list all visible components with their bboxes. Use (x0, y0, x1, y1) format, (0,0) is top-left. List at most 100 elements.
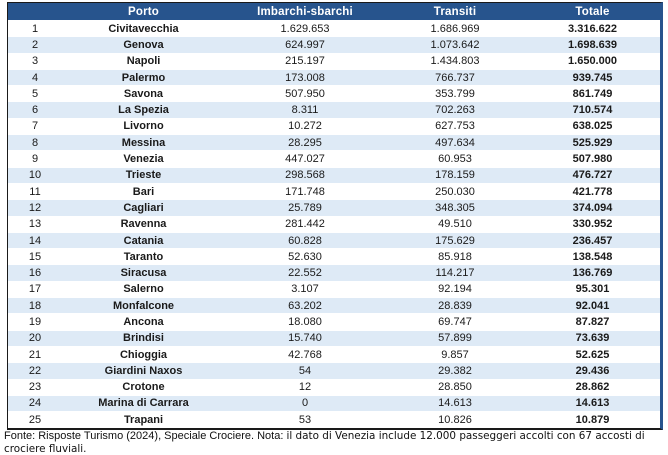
port-name-cell: Trapani (62, 411, 225, 429)
totale-cell: 330.952 (525, 216, 660, 233)
imbarchi-cell: 3.107 (225, 281, 385, 299)
totale-cell: 29.436 (525, 362, 660, 380)
imbarchi-cell: 1.629.653 (225, 20, 385, 38)
rank-cell: 9 (8, 150, 62, 168)
table-header-row: Porto Imbarchi-sbarchi Transiti Totale (8, 3, 660, 21)
table-row: 22 Giardini Naxos 54 29.382 29.436 (8, 362, 660, 380)
port-name-cell: Brindisi (62, 330, 225, 347)
totale-cell: 92.041 (525, 297, 660, 315)
imbarchi-cell: 298.568 (225, 167, 385, 184)
port-name-cell: Cagliari (62, 199, 225, 217)
rank-cell: 14 (8, 232, 62, 250)
transiti-cell: 702.263 (385, 101, 525, 119)
rank-cell: 24 (8, 395, 62, 413)
port-name-cell: La Spezia (62, 101, 225, 119)
source-note: Fonte: Risposte Turismo (2024), Speciale… (4, 430, 666, 455)
imbarchi-cell: 54 (225, 362, 385, 380)
totale-cell: 95.301 (525, 281, 660, 299)
table-row: 10 Trieste 298.568 178.159 476.727 (8, 167, 660, 184)
port-name-cell: Bari (62, 183, 225, 201)
table-row: 25 Trapani 53 10.826 10.879 (8, 411, 660, 429)
rank-cell: 13 (8, 216, 62, 233)
totale-cell: 28.862 (525, 379, 660, 396)
transiti-cell: 14.613 (385, 395, 525, 413)
totale-cell: 138.548 (525, 248, 660, 266)
transiti-cell: 348.305 (385, 199, 525, 217)
transiti-cell: 1.686.969 (385, 20, 525, 38)
rank-cell: 25 (8, 411, 62, 429)
table-row: 19 Ancona 18.080 69.747 87.827 (8, 313, 660, 331)
totale-cell: 507.980 (525, 150, 660, 168)
port-name-cell: Ancona (62, 313, 225, 331)
port-name-cell: Catania (62, 232, 225, 250)
totale-cell: 374.094 (525, 199, 660, 217)
table-row: 6 La Spezia 8.311 702.263 710.574 (8, 101, 660, 119)
port-name-cell: Palermo (62, 69, 225, 87)
imbarchi-cell: 18.080 (225, 313, 385, 331)
transiti-cell: 497.634 (385, 134, 525, 152)
imbarchi-cell: 0 (225, 395, 385, 413)
imbarchi-cell: 173.008 (225, 69, 385, 87)
transiti-cell: 49.510 (385, 216, 525, 233)
imbarchi-cell: 447.027 (225, 150, 385, 168)
port-name-cell: Monfalcone (62, 297, 225, 315)
imbarchi-cell: 12 (225, 379, 385, 396)
column-header-4: Totale (525, 3, 660, 21)
transiti-cell: 28.850 (385, 379, 525, 396)
table-row: 15 Taranto 52.630 85.918 138.548 (8, 248, 660, 266)
transiti-cell: 9.857 (385, 346, 525, 364)
rank-cell: 19 (8, 313, 62, 331)
totale-cell: 52.625 (525, 346, 660, 364)
rank-cell: 11 (8, 183, 62, 201)
totale-cell: 1.698.639 (525, 36, 660, 54)
table-row: 23 Crotone 12 28.850 28.862 (8, 379, 660, 396)
rank-cell: 2 (8, 36, 62, 54)
transiti-cell: 114.217 (385, 264, 525, 282)
rank-cell: 18 (8, 297, 62, 315)
port-name-cell: Salerno (62, 281, 225, 299)
transiti-cell: 627.753 (385, 118, 525, 136)
rank-cell: 6 (8, 101, 62, 119)
rank-cell: 4 (8, 69, 62, 87)
rank-cell: 1 (8, 20, 62, 38)
imbarchi-cell: 507.950 (225, 85, 385, 103)
imbarchi-cell: 8.311 (225, 101, 385, 119)
table-row: 21 Chioggia 42.768 9.857 52.625 (8, 346, 660, 364)
totale-cell: 638.025 (525, 118, 660, 136)
rank-cell: 8 (8, 134, 62, 152)
totale-cell: 861.749 (525, 85, 660, 103)
transiti-cell: 57.899 (385, 330, 525, 347)
port-name-cell: Messina (62, 134, 225, 152)
rank-cell: 23 (8, 379, 62, 396)
table-row: 4 Palermo 173.008 766.737 939.745 (8, 69, 660, 87)
imbarchi-cell: 28.295 (225, 134, 385, 152)
totale-cell: 87.827 (525, 313, 660, 331)
imbarchi-cell: 15.740 (225, 330, 385, 347)
imbarchi-cell: 53 (225, 411, 385, 429)
rank-cell: 5 (8, 85, 62, 103)
port-name-cell: Marina di Carrara (62, 395, 225, 413)
totale-cell: 421.778 (525, 183, 660, 201)
totale-cell: 14.613 (525, 395, 660, 413)
totale-cell: 1.650.000 (525, 53, 660, 70)
transiti-cell: 60.953 (385, 150, 525, 168)
table-body: 1 Civitavecchia 1.629.653 1.686.969 3.316.62… (8, 20, 660, 429)
table-row: 18 Monfalcone 63.202 28.839 92.041 (8, 297, 660, 315)
table-row: 8 Messina 28.295 497.634 525.929 (8, 134, 660, 152)
rank-cell: 20 (8, 330, 62, 347)
transiti-cell: 85.918 (385, 248, 525, 266)
port-name-cell: Trieste (62, 167, 225, 184)
imbarchi-cell: 52.630 (225, 248, 385, 266)
rank-cell: 17 (8, 281, 62, 299)
transiti-cell: 1.434.803 (385, 53, 525, 70)
ports-table-container: Porto Imbarchi-sbarchi Transiti Totale 1 Civ… (7, 2, 663, 431)
column-header-1: Porto (62, 3, 225, 21)
port-name-cell: Giardini Naxos (62, 362, 225, 380)
rank-cell: 15 (8, 248, 62, 266)
totale-cell: 939.745 (525, 69, 660, 87)
column-header-0 (8, 3, 62, 21)
rank-cell: 21 (8, 346, 62, 364)
port-name-cell: Venezia (62, 150, 225, 168)
table-row: 5 Savona 507.950 353.799 861.749 (8, 85, 660, 103)
